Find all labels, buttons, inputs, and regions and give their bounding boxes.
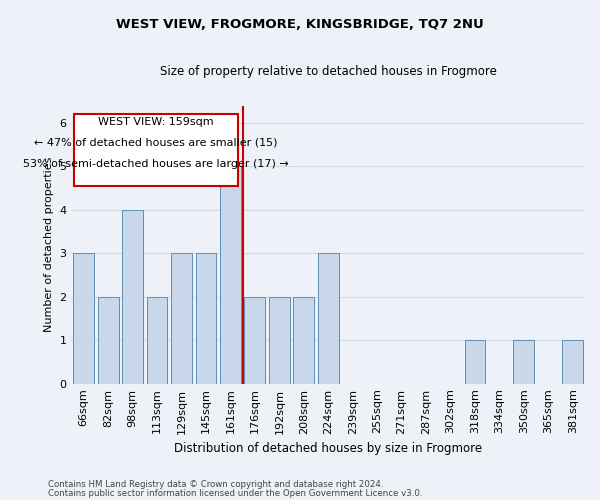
- Bar: [464, 340, 485, 384]
- Bar: [171, 254, 192, 384]
- Bar: [269, 297, 290, 384]
- Bar: [146, 297, 167, 384]
- Text: 53% of semi-detached houses are larger (17) →: 53% of semi-detached houses are larger (…: [23, 158, 289, 168]
- Bar: [318, 254, 338, 384]
- Y-axis label: Number of detached properties: Number of detached properties: [44, 157, 54, 332]
- Bar: [514, 340, 534, 384]
- Text: Contains HM Land Registry data © Crown copyright and database right 2024.: Contains HM Land Registry data © Crown c…: [48, 480, 383, 489]
- X-axis label: Distribution of detached houses by size in Frogmore: Distribution of detached houses by size …: [174, 442, 482, 455]
- Text: Contains public sector information licensed under the Open Government Licence v3: Contains public sector information licen…: [48, 489, 422, 498]
- Text: WEST VIEW, FROGMORE, KINGSBRIDGE, TQ7 2NU: WEST VIEW, FROGMORE, KINGSBRIDGE, TQ7 2N…: [116, 18, 484, 30]
- Bar: [293, 297, 314, 384]
- Bar: [244, 297, 265, 384]
- Bar: [196, 254, 217, 384]
- Bar: [562, 340, 583, 384]
- Title: Size of property relative to detached houses in Frogmore: Size of property relative to detached ho…: [160, 65, 497, 78]
- Bar: [73, 254, 94, 384]
- Bar: [122, 210, 143, 384]
- Bar: [98, 297, 119, 384]
- Text: WEST VIEW: 159sqm: WEST VIEW: 159sqm: [98, 117, 214, 127]
- FancyBboxPatch shape: [74, 114, 238, 186]
- Bar: [220, 166, 241, 384]
- Text: ← 47% of detached houses are smaller (15): ← 47% of detached houses are smaller (15…: [34, 138, 278, 148]
